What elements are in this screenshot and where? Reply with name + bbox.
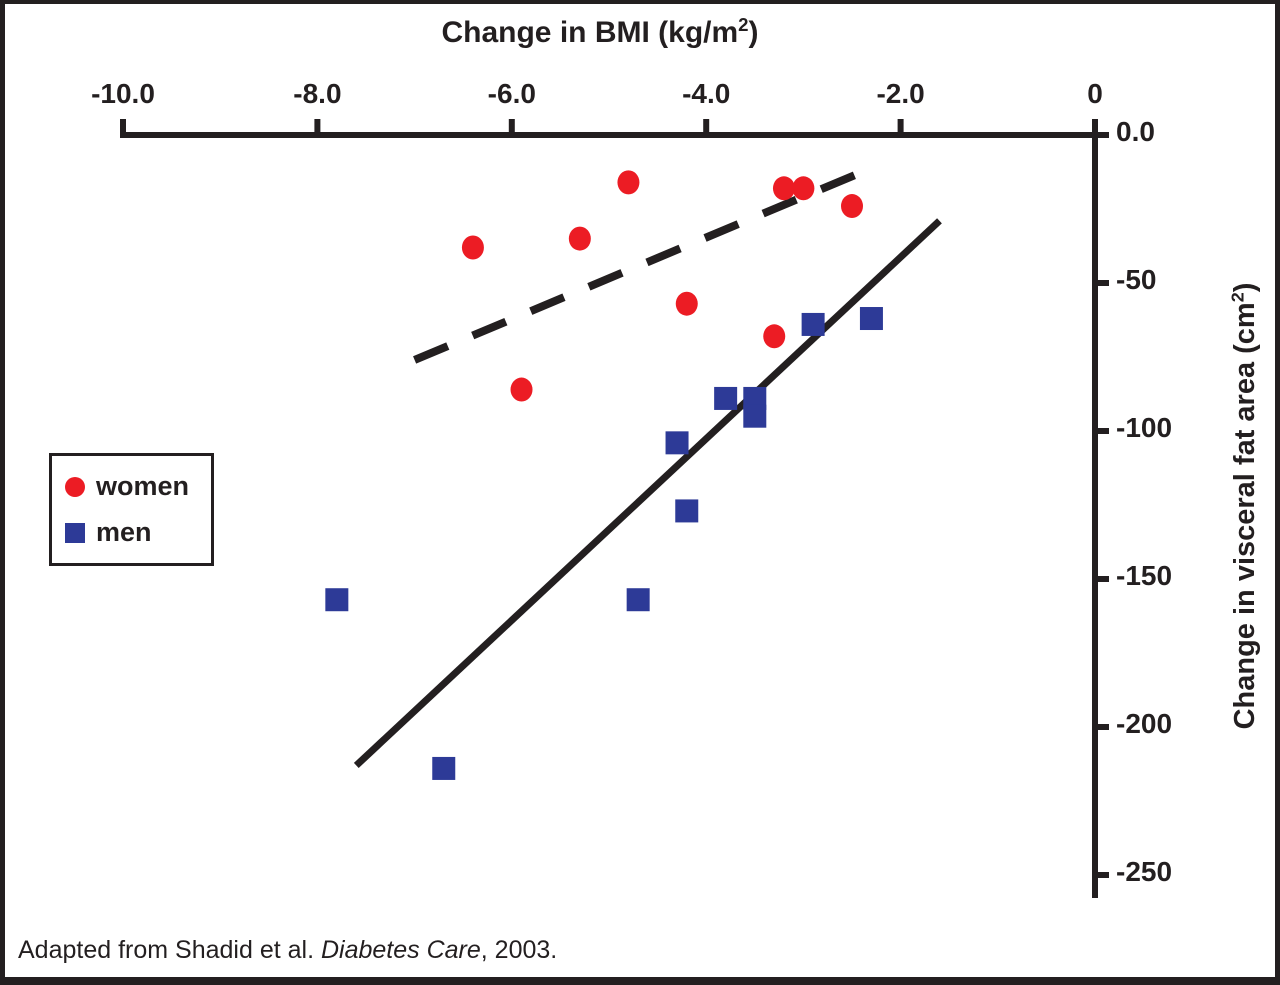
frame-border-bottom xyxy=(0,977,1280,985)
legend: women men xyxy=(49,453,214,566)
x-axis-title-superscript: 2 xyxy=(738,14,749,35)
data-point-women xyxy=(792,176,815,201)
caption-suffix: , 2003. xyxy=(480,936,558,964)
data-point-men xyxy=(626,588,650,612)
x-tick-label: -2.0 xyxy=(876,78,925,109)
frame-border-top xyxy=(0,0,1280,4)
y-tick-label: -150 xyxy=(1116,560,1173,591)
men-marker-swatch xyxy=(65,522,85,543)
y-tick-label: -250 xyxy=(1116,856,1173,887)
data-point-men xyxy=(743,404,767,428)
y-axis-title: Change in visceral fat area (cm2) xyxy=(1225,206,1265,806)
x-tick-label: -4.0 xyxy=(682,78,731,109)
legend-item-women: women xyxy=(65,471,211,502)
legend-label-women: women xyxy=(96,471,190,501)
y-tick-label: 0.0 xyxy=(1116,116,1155,147)
x-tick-label: -6.0 xyxy=(487,78,536,109)
data-point-women xyxy=(763,324,786,349)
data-point-men xyxy=(665,431,689,455)
x-tick-label: -10.0 xyxy=(91,78,155,109)
x-axis-title-text: Change in BMI (kg/m xyxy=(441,16,739,49)
y-axis-title-text: Change in visceral fat area (cm xyxy=(1229,302,1261,730)
data-point-men xyxy=(432,756,456,780)
frame-border-left xyxy=(0,0,5,985)
y-tick-label: -100 xyxy=(1116,412,1173,443)
data-point-women xyxy=(617,170,640,195)
data-point-men xyxy=(675,499,699,523)
data-point-men xyxy=(325,588,349,612)
source-caption: Adapted from Shadid et al. Diabetes Care… xyxy=(18,936,557,965)
data-point-women xyxy=(841,194,863,219)
data-point-women xyxy=(675,291,698,316)
data-point-men xyxy=(743,386,767,410)
legend-item-men: men xyxy=(65,517,211,548)
frame-border-right xyxy=(1275,0,1280,985)
data-point-women xyxy=(510,377,533,402)
y-axis-title-superscript: 2 xyxy=(1227,292,1248,303)
x-tick-label: -8.0 xyxy=(293,78,342,109)
data-point-men xyxy=(859,307,883,331)
y-axis-title-close: ) xyxy=(1229,282,1261,293)
data-point-women xyxy=(772,176,795,201)
x-axis-title: Change in BMI (kg/m2) xyxy=(100,14,1100,50)
data-point-women xyxy=(568,226,591,251)
trend-line-men xyxy=(353,218,942,769)
y-tick-label: -50 xyxy=(1116,264,1157,295)
y-tick-label: -200 xyxy=(1116,708,1173,739)
caption-prefix: Adapted from Shadid et al. xyxy=(18,936,321,964)
legend-label-men: men xyxy=(96,517,152,547)
data-point-men xyxy=(714,386,738,410)
x-axis-title-close: ) xyxy=(748,16,759,49)
trend-line-women xyxy=(413,162,878,364)
data-point-women xyxy=(461,235,484,260)
women-marker-swatch xyxy=(65,476,85,497)
caption-journal-name: Diabetes Care xyxy=(320,936,481,964)
x-tick-label: 0 xyxy=(1087,78,1103,109)
data-point-men xyxy=(801,312,825,336)
